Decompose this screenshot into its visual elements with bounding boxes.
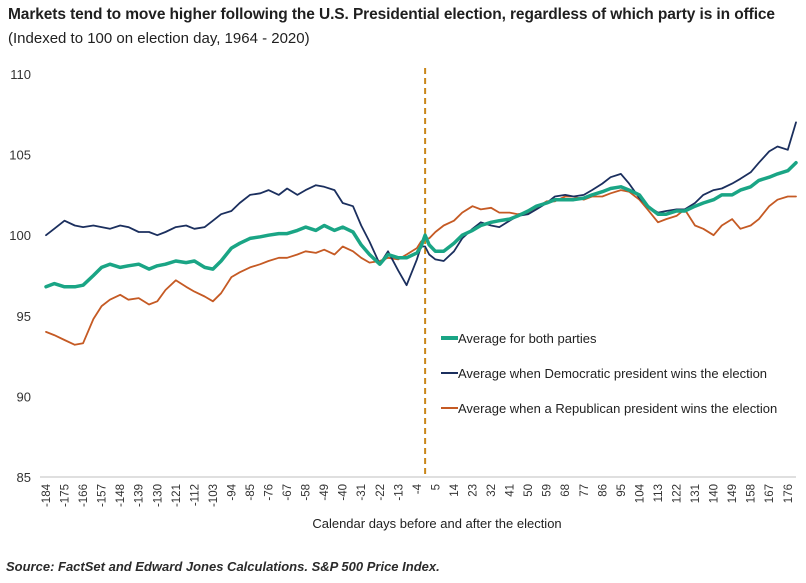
y-tick-label: 95 xyxy=(17,309,31,324)
x-tick-label: -157 xyxy=(97,484,109,507)
series-line xyxy=(45,189,797,346)
y-axis-ticks: 85 90 95 100 105 110 xyxy=(9,67,31,485)
x-tick-label: -139 xyxy=(134,484,146,507)
x-tick-label: -184 xyxy=(41,483,53,507)
x-tick-label: -40 xyxy=(338,484,350,501)
x-tick-label: -49 xyxy=(319,484,331,501)
x-tick-label: 14 xyxy=(449,483,461,496)
legend-label: Average when a Republican president wins… xyxy=(458,401,777,416)
x-tick-label: -148 xyxy=(115,484,127,507)
x-tick-label: 86 xyxy=(597,484,609,497)
x-tick-label: -13 xyxy=(393,484,405,501)
chart-subtitle: (Indexed to 100 on election day, 1964 - … xyxy=(8,30,310,47)
y-tick-label: 85 xyxy=(17,470,31,485)
series-line xyxy=(44,160,798,289)
x-tick-label: -130 xyxy=(152,484,164,507)
source-note: Source: FactSet and Edward Jones Calcula… xyxy=(6,559,440,574)
x-tick-label: -175 xyxy=(60,484,72,507)
y-tick-label: 100 xyxy=(9,228,31,243)
x-tick-label: -22 xyxy=(375,484,387,501)
x-tick-label: 131 xyxy=(690,484,702,503)
x-tick-label: -4 xyxy=(412,483,424,494)
x-tick-label: 104 xyxy=(634,483,646,503)
x-tick-label: 95 xyxy=(616,484,628,497)
series-lines xyxy=(44,121,798,346)
x-axis-title: Calendar days before and after the elect… xyxy=(312,516,561,531)
x-tick-label: -121 xyxy=(171,484,183,507)
x-tick-label: 41 xyxy=(505,484,517,497)
x-tick-label: -31 xyxy=(356,484,368,501)
x-tick-label: 68 xyxy=(560,484,572,497)
y-tick-label: 110 xyxy=(10,67,31,82)
x-tick-label: 59 xyxy=(542,484,554,497)
x-tick-label: 140 xyxy=(709,484,721,503)
legend-label: Average for both parties xyxy=(458,331,597,346)
x-tick-label: 149 xyxy=(727,484,739,503)
x-tick-label: 23 xyxy=(468,484,480,497)
x-tick-label: -94 xyxy=(226,483,238,500)
x-tick-label: 113 xyxy=(653,484,665,502)
x-tick-label: 77 xyxy=(579,484,591,497)
x-tick-label: -103 xyxy=(208,484,220,507)
y-tick-label: 105 xyxy=(9,148,31,163)
legend: Average for both parties Average when Dem… xyxy=(441,331,777,416)
x-tick-label: 5 xyxy=(430,484,442,490)
legend-label: Average when Democratic president wins t… xyxy=(458,366,767,381)
x-tick-label: 122 xyxy=(671,484,683,503)
x-axis-ticks: -184 -175 -166 -157 -148 -139 -130 -121 -112 -103… xyxy=(41,483,795,507)
x-tick-label: 167 xyxy=(764,484,776,503)
chart-title: Markets tend to move higher following th… xyxy=(8,6,775,23)
x-tick-label: -85 xyxy=(245,484,257,501)
x-tick-label: -58 xyxy=(301,484,313,501)
x-tick-label: -76 xyxy=(264,484,276,501)
x-tick-label: -67 xyxy=(282,484,294,501)
x-tick-label: -166 xyxy=(78,484,90,507)
x-tick-label: 158 xyxy=(746,484,758,503)
y-tick-label: 90 xyxy=(17,389,31,404)
x-tick-label: 50 xyxy=(523,484,535,497)
x-tick-label: 32 xyxy=(486,484,498,497)
series-line xyxy=(45,121,797,287)
x-tick-label: -112 xyxy=(189,484,201,506)
x-tick-label: 176 xyxy=(783,484,795,503)
